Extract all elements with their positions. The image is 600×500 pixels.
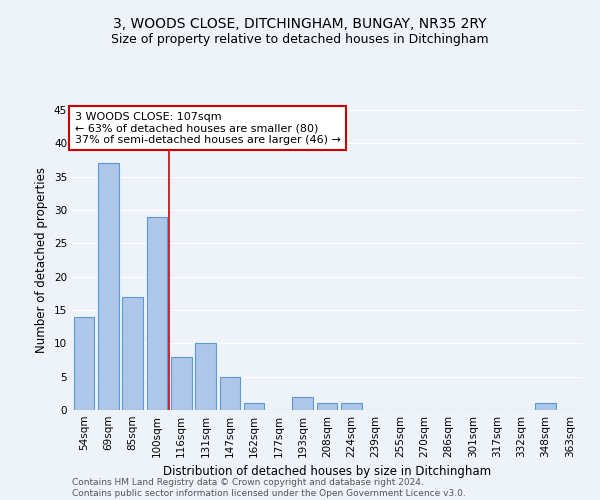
Bar	[317, 404, 337, 410]
Text: 3, WOODS CLOSE, DITCHINGHAM, BUNGAY, NR35 2RY: 3, WOODS CLOSE, DITCHINGHAM, BUNGAY, NR3…	[113, 18, 487, 32]
Bar	[122, 296, 143, 410]
Text: 3 WOODS CLOSE: 107sqm
← 63% of detached houses are smaller (80)
37% of semi-deta: 3 WOODS CLOSE: 107sqm ← 63% of detached …	[74, 112, 340, 144]
Bar	[171, 356, 191, 410]
Bar	[74, 316, 94, 410]
Bar	[244, 404, 265, 410]
X-axis label: Distribution of detached houses by size in Ditchingham: Distribution of detached houses by size …	[163, 466, 491, 478]
Bar	[146, 216, 167, 410]
Bar	[341, 404, 362, 410]
Bar	[220, 376, 240, 410]
Bar	[195, 344, 216, 410]
Bar	[535, 404, 556, 410]
Bar	[292, 396, 313, 410]
Bar	[98, 164, 119, 410]
Text: Contains HM Land Registry data © Crown copyright and database right 2024.
Contai: Contains HM Land Registry data © Crown c…	[72, 478, 466, 498]
Y-axis label: Number of detached properties: Number of detached properties	[35, 167, 49, 353]
Text: Size of property relative to detached houses in Ditchingham: Size of property relative to detached ho…	[111, 32, 489, 46]
